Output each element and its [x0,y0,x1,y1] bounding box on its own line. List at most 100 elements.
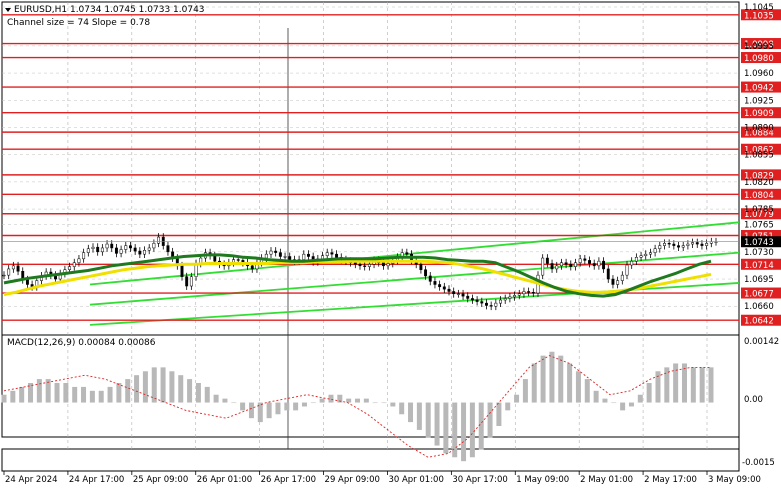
macd-histogram-bar [231,402,237,404]
level-label-box [741,52,781,64]
candle-body [466,295,470,299]
candle-body [569,264,573,267]
candle-body [358,264,362,267]
macd-histogram-bar [522,379,528,403]
level-label-box [741,230,781,242]
candle-body [541,257,545,276]
macd-histogram-bar [655,371,661,403]
macd-histogram-bar [461,402,467,462]
candle-body [185,276,189,287]
candle-body [72,262,76,267]
candle-body [133,247,137,252]
candle-body [419,264,423,270]
candle-body [381,262,385,267]
macd-histogram-bar [72,386,78,403]
macd-histogram-bar [558,355,564,403]
macd-histogram-bar [355,398,360,403]
candle-body [611,278,615,285]
macd-histogram-bar [28,383,34,403]
candle-body [630,260,634,266]
candle-body [485,302,488,306]
macd-histogram-bar [187,379,193,403]
macd-histogram-bar [628,402,634,407]
macd-histogram-bar [257,402,263,423]
candle-body [189,276,193,287]
price-tick-label: 1.0695 [744,275,774,285]
current-price-box [741,236,781,248]
candle-body [677,245,680,248]
level-label-box [741,107,781,119]
candle-body [110,243,114,249]
candle-body [96,246,100,253]
time-tick-label: 25 Apr 09:00 [133,475,188,485]
candle-body [105,243,109,249]
level-label: 1.0884 [744,129,774,139]
ma-slow-line [3,259,712,297]
symbol-ohlc-line: EURUSD,H1 1.0734 1.0745 1.0733 1.0743 [14,5,205,15]
macd-histogram-bar [319,398,325,403]
channel-upper-line [89,221,740,286]
macd-histogram-bar [425,402,431,438]
macd-histogram-bar [266,402,272,419]
candle-body [499,299,502,304]
candle-body [442,286,446,290]
candle-body [597,260,601,267]
candle-body [517,293,521,296]
macd-histogram-bar [284,402,290,411]
candle-body [152,243,156,249]
macd-histogram-bar [575,371,581,403]
macd-tick-zero: 0.00 [744,395,763,405]
macd-histogram-bar [496,402,502,426]
candle-body [77,258,81,263]
level-label: 1.0909 [744,109,774,119]
candle-body [363,265,367,267]
candle-body [452,291,456,295]
level-label: 1.0642 [744,317,774,327]
macd-histogram-bar [10,390,16,403]
level-label: 1.0677 [744,290,774,300]
candle-body [686,243,690,246]
macd-histogram-bar [107,386,113,403]
macd-histogram-bar [19,386,25,403]
price-tick-label: 1.0960 [744,69,774,79]
candle-body [705,243,709,246]
macd-histogram-bar [540,355,546,403]
candle-body [82,252,86,260]
macd-histogram-bar [178,375,184,403]
level-label-box [741,208,781,220]
price-panel-frame [1,1,740,438]
macd-histogram-bar [514,394,520,403]
candle-body [489,305,493,307]
level-label: 1.0862 [744,146,774,156]
macd-histogram-bar [151,367,157,403]
candle-body [667,243,671,245]
level-label-box [741,9,781,21]
candle-body [91,246,95,249]
candle-body [639,255,643,258]
macd-histogram-bar [452,402,458,458]
macd-histogram-bar [36,379,42,403]
level-label: 1.0942 [744,84,774,94]
dropdown-arrow-icon[interactable] [5,8,11,12]
candle-body [559,262,563,267]
candle-body [461,293,465,297]
candle-body [527,291,531,293]
candle-body [428,275,432,282]
level-label-box [741,314,781,326]
macd-histogram-bar [690,367,696,403]
candle-body [143,250,146,255]
candle-body [555,265,559,270]
candle-body [564,262,568,265]
candle-body [456,293,460,295]
moving-averages [3,253,712,298]
candle-body [166,245,170,253]
level-label-box [741,81,781,93]
candle-body [321,255,324,260]
macd-histogram-bar [673,363,679,403]
level-label: 1.0980 [744,54,774,64]
macd-histogram-bar [664,367,670,403]
level-label-box [741,38,781,50]
candle-body [695,242,699,245]
candle-body [330,252,334,255]
